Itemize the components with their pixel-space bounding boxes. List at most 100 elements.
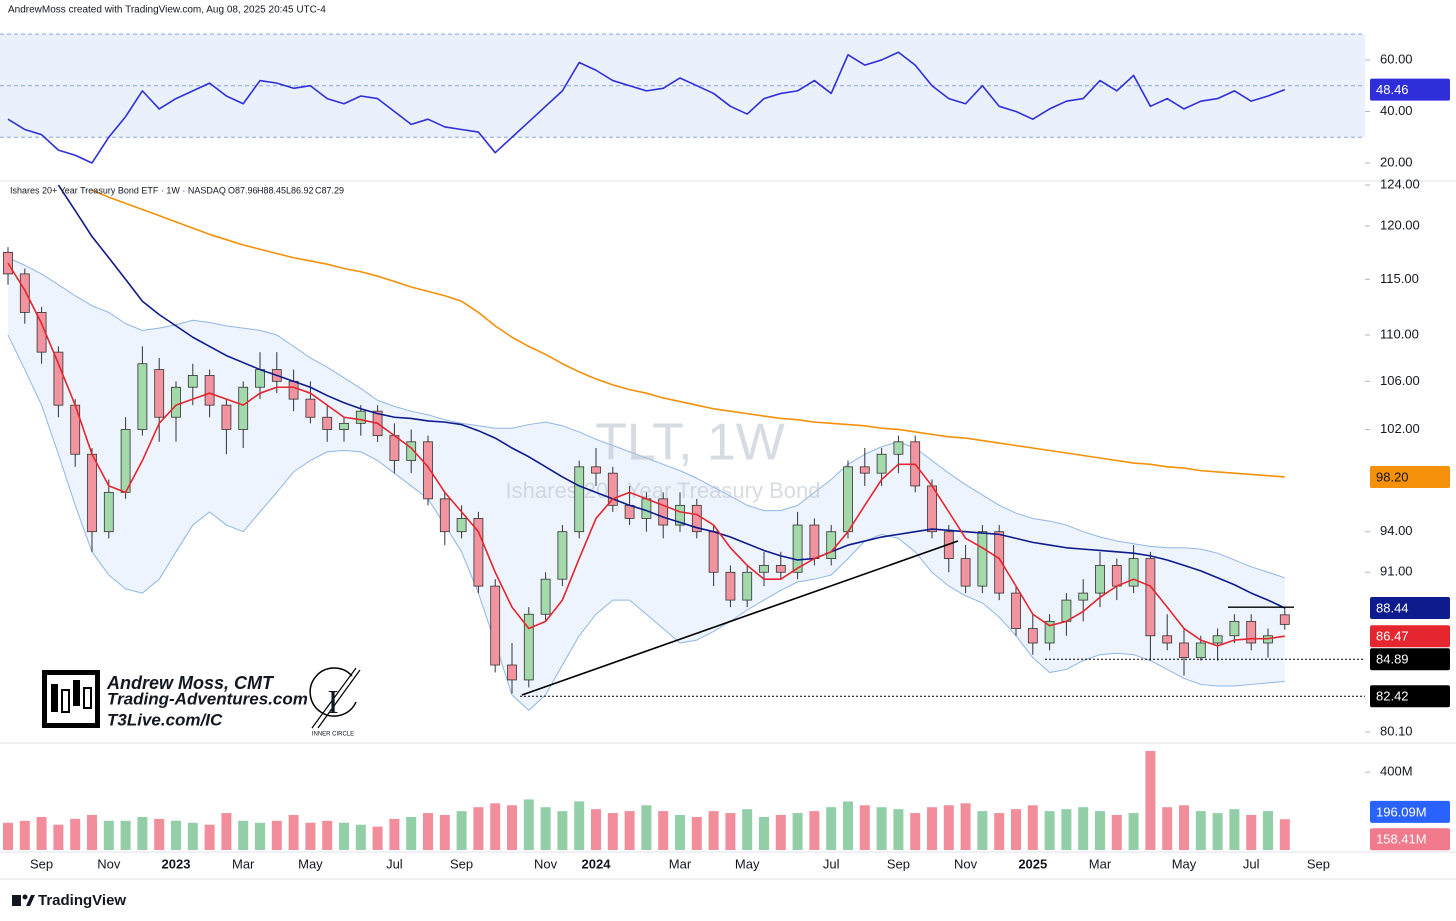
price-label: 86.47 bbox=[1376, 629, 1409, 644]
candle-body bbox=[305, 398, 316, 418]
candle-body bbox=[1111, 565, 1122, 587]
price-label-bg bbox=[1370, 800, 1450, 823]
volume-bar bbox=[910, 813, 921, 850]
x-tick-label: Sep bbox=[450, 856, 473, 871]
header-text: AndrewMoss created with TradingView.com,… bbox=[8, 5, 326, 16]
volume-bar bbox=[372, 826, 383, 850]
y-tick-label: 120.00 bbox=[1380, 217, 1420, 232]
candle-body bbox=[1061, 599, 1072, 622]
volume-bar bbox=[675, 814, 685, 850]
volume-bar bbox=[339, 822, 349, 850]
price-label: 48.46 bbox=[1376, 82, 1409, 97]
x-tick-label: Nov bbox=[954, 856, 978, 871]
price-label: 158.41M bbox=[1376, 832, 1427, 847]
volume-bar bbox=[994, 813, 1005, 850]
volume-bar bbox=[843, 801, 853, 850]
logo-slash bbox=[311, 667, 357, 729]
price-label: 88.44 bbox=[1376, 600, 1409, 615]
candle-body bbox=[204, 375, 215, 406]
candle-body bbox=[171, 386, 181, 418]
candle-body bbox=[1078, 592, 1089, 601]
candle-body bbox=[826, 531, 837, 560]
volume-bar bbox=[1027, 805, 1038, 850]
price-label-bg bbox=[1370, 596, 1450, 619]
volume-bar bbox=[507, 805, 517, 850]
x-tick-label: Sep bbox=[887, 856, 910, 871]
candle-body bbox=[288, 380, 299, 400]
bollinger-fill bbox=[8, 257, 1285, 711]
candle-body bbox=[523, 613, 534, 681]
x-tick-label: Jul bbox=[386, 856, 403, 871]
price-label: 84.89 bbox=[1376, 652, 1409, 667]
volume-bar bbox=[3, 822, 13, 850]
volume-bar bbox=[439, 814, 450, 850]
candle-body bbox=[775, 565, 786, 573]
logo-candle bbox=[73, 680, 80, 706]
volume-bar bbox=[960, 803, 971, 850]
candle-body bbox=[591, 466, 601, 474]
volume-bar bbox=[641, 805, 652, 850]
candle-body bbox=[1095, 565, 1105, 594]
candle-body bbox=[557, 531, 568, 580]
y-tick-label: 400M bbox=[1380, 764, 1413, 779]
volume-bar bbox=[540, 807, 551, 850]
candle-body bbox=[876, 453, 887, 474]
x-tick-label: Sep bbox=[30, 856, 53, 871]
volume-bar bbox=[255, 822, 265, 850]
watermark: TLT, 1W bbox=[595, 414, 785, 472]
volume-bar bbox=[187, 822, 198, 850]
bollinger-upper bbox=[7, 257, 1285, 579]
volume-bar bbox=[1061, 809, 1072, 850]
volume-bar bbox=[1145, 751, 1156, 850]
candle-body bbox=[1145, 558, 1156, 637]
logo-candle bbox=[61, 689, 70, 713]
candle-body bbox=[691, 504, 702, 533]
volume-bar bbox=[1229, 809, 1240, 850]
volume-bar bbox=[456, 811, 467, 850]
candle-body bbox=[406, 441, 417, 461]
volume-bar bbox=[624, 811, 635, 850]
logo-arc bbox=[309, 667, 357, 717]
y-tick-label: 115.00 bbox=[1380, 271, 1419, 286]
volume-bar bbox=[204, 824, 215, 850]
y-tick-label: 91.00 bbox=[1380, 564, 1413, 579]
trendline bbox=[521, 540, 959, 696]
x-tick-label: Mar bbox=[232, 856, 255, 871]
candle-body bbox=[624, 504, 635, 519]
tv-logo-part bbox=[12, 895, 21, 906]
candle-body bbox=[456, 518, 467, 533]
y-tick-label: 20.00 bbox=[1380, 154, 1413, 169]
x-tick-label: May bbox=[735, 856, 760, 871]
logo-i: I bbox=[327, 684, 338, 721]
y-tick-label: 124.00 bbox=[1380, 176, 1420, 191]
volume-bar bbox=[171, 820, 181, 850]
candle-body bbox=[53, 351, 64, 406]
candle-body bbox=[87, 453, 97, 533]
volume-bar bbox=[893, 809, 904, 850]
y-tick-label: 94.00 bbox=[1380, 523, 1413, 538]
candle-body bbox=[1044, 620, 1055, 644]
volume-bar bbox=[423, 813, 433, 850]
candle-body bbox=[1162, 635, 1173, 644]
candle-body bbox=[439, 498, 450, 533]
volume-bar bbox=[859, 805, 870, 850]
candle-body bbox=[1195, 642, 1206, 659]
candle-body bbox=[255, 369, 265, 388]
candle-body bbox=[893, 441, 904, 455]
volume-bar bbox=[1195, 811, 1206, 850]
volume-bar bbox=[473, 807, 484, 850]
candle-body bbox=[809, 524, 820, 560]
volume-bar bbox=[53, 824, 64, 850]
candle-body bbox=[859, 466, 870, 474]
ohlc-text: O87.96 bbox=[228, 185, 258, 195]
x-tick-label: 2025 bbox=[1018, 856, 1047, 871]
tv-logo bbox=[12, 894, 35, 906]
volume-bar bbox=[406, 816, 417, 850]
volume-bar bbox=[322, 820, 333, 850]
volume-bar bbox=[70, 818, 81, 850]
x-tick-label: Mar bbox=[1089, 856, 1112, 871]
ohlc-text: H88.45 bbox=[257, 185, 286, 195]
ohlc-text: C87.29 bbox=[315, 185, 344, 195]
volume-bar bbox=[943, 805, 954, 850]
